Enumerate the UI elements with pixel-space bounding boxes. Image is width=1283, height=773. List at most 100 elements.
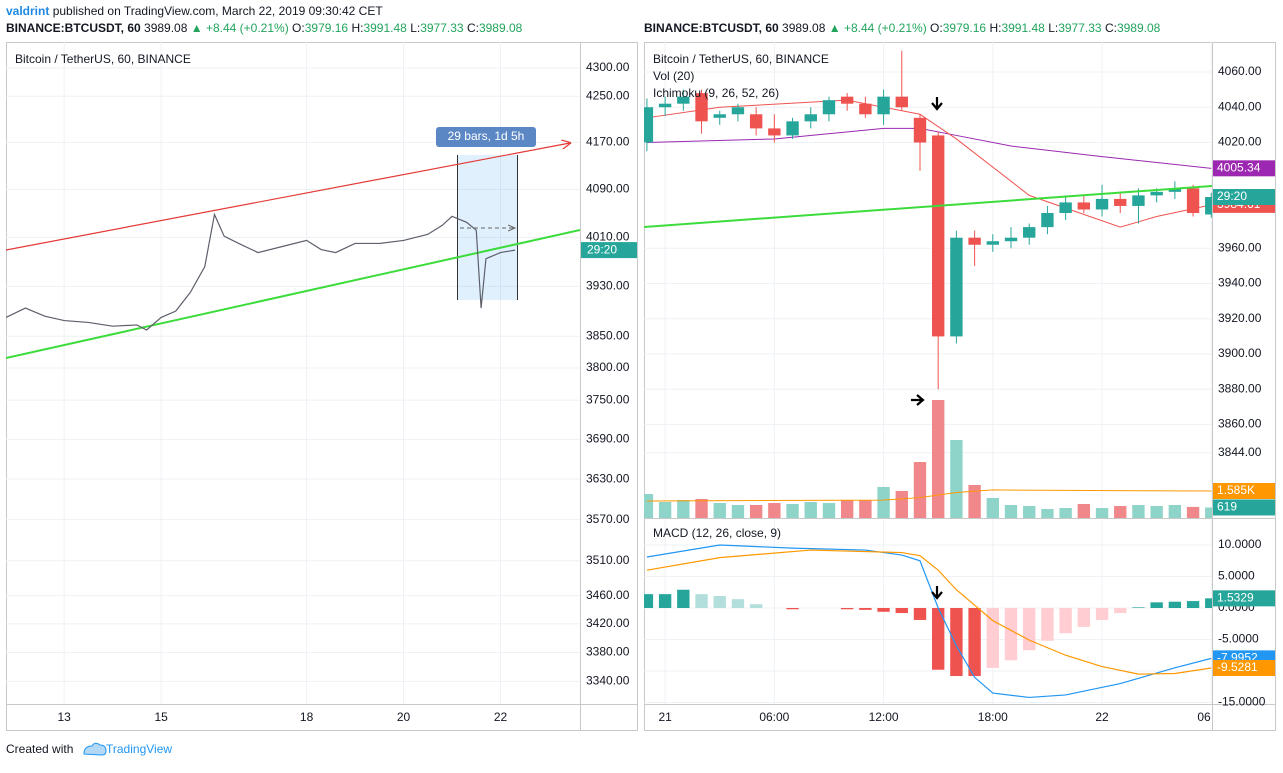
y-tick-label: 3940.00 [1218, 276, 1262, 290]
ohlc-value: 3977.33 [420, 21, 464, 35]
candle-body [950, 237, 963, 337]
candle-body [768, 128, 781, 136]
volume-ma [646, 489, 1212, 502]
symbol: BINANCE:BTCUSDT, 60 [644, 21, 779, 35]
arrow-icon [911, 394, 925, 406]
volume-ma-label: 1.585K [1217, 483, 1255, 497]
signal-line [646, 549, 1212, 675]
arrow-icon [931, 586, 943, 600]
macd-histogram-bar [1004, 608, 1018, 661]
indicator-legend: Ichimoku (9, 26, 52, 26) [653, 86, 779, 100]
candle-body [1077, 202, 1091, 210]
date-range-box [457, 155, 517, 300]
macd-histogram-bar [1132, 607, 1145, 608]
y-tick-label: 3690.00 [586, 432, 630, 446]
y-tick-label: 3900.00 [1218, 346, 1262, 360]
candle-body [968, 237, 981, 245]
x-tick-label: 22 [494, 710, 508, 724]
macd-tick-label: 5.0000 [1218, 569, 1255, 583]
macd-histogram-bar [895, 608, 908, 614]
volume-bar [786, 504, 799, 518]
left-panel-frame [6, 42, 638, 731]
ohlc-value: 3989.08 [479, 21, 523, 35]
trend-line [6, 143, 570, 251]
right-drawings [644, 185, 1212, 228]
y-tick-label: 3880.00 [1218, 381, 1262, 395]
candle-body [1168, 188, 1182, 192]
y-tick-label: 4040.00 [1218, 99, 1262, 113]
candle-body [1205, 196, 1212, 215]
macd-histogram-bar [713, 596, 726, 608]
ohlc-value: 3977.33 [1058, 21, 1102, 35]
ohlc-label: C: [467, 21, 479, 35]
macd-histogram-bar [1114, 608, 1127, 614]
right-grid [644, 42, 1212, 704]
macd-tick-label: -15.0000 [1218, 695, 1266, 709]
volume-bar [877, 487, 890, 518]
last-price: 3989.08 [782, 21, 826, 35]
volume-bar [658, 501, 672, 518]
candle-body [1150, 191, 1163, 196]
change: ▲ +8.44 (+0.21%) [191, 21, 289, 35]
volume-bar [768, 503, 781, 518]
countdown: 29:20 [587, 242, 617, 256]
y-tick-label: 3850.00 [586, 328, 630, 342]
y-tick-label: 3750.00 [586, 392, 630, 406]
ohlc-value: 3979.16 [943, 21, 987, 35]
macd-histogram-bar [1023, 608, 1036, 651]
y-tick-label: 4250.00 [586, 88, 630, 102]
overlay: 4300.00 4250.00 4170.00 4090.00 4010.00 3930.… [15, 52, 1275, 724]
left-drawings [6, 143, 580, 359]
macd-histogram-bar [859, 608, 872, 610]
ohlc-label: H: [989, 21, 1001, 35]
candle-body [840, 96, 854, 104]
quote-line: BINANCE:BTCUSDT, 60 3989.08 ▲ +8.44 (+0.… [644, 21, 1161, 35]
change: ▲ +8.44 (+0.21%) [829, 21, 927, 35]
candle-body [1132, 195, 1145, 206]
candle-body [677, 96, 690, 104]
volume-bar [1041, 509, 1054, 518]
arrow-icon [931, 97, 943, 111]
macd-histogram-bar [731, 599, 745, 608]
last-price: 3989.08 [144, 21, 188, 35]
volume-bar [677, 499, 690, 518]
macd-line [646, 544, 1212, 699]
volume-bar [840, 499, 854, 518]
macd-histogram-bar [1168, 601, 1182, 608]
macd-histogram-bar [950, 608, 963, 677]
candle-body [1186, 188, 1200, 214]
signal-value-label-box [1213, 660, 1275, 677]
volume-bar [1004, 505, 1018, 518]
macd-histogram-bar [658, 594, 672, 608]
macd-tick-label: 10.0000 [1218, 537, 1262, 551]
candle-body [913, 117, 927, 143]
line-value-label-box [1213, 160, 1275, 177]
volume-bar [1168, 505, 1182, 518]
y-tick-label: 3570.00 [586, 512, 630, 526]
macd-histogram-bar [644, 594, 654, 608]
macd-legend: MACD (12, 26, close, 9) [653, 526, 781, 540]
y-tick-label: 3960.00 [1218, 240, 1262, 254]
y-tick-label: 3800.00 [586, 360, 630, 374]
volume-label-box [1213, 499, 1275, 516]
x-tick-label: 15 [154, 710, 168, 724]
x-tick-label: 22 [1095, 710, 1109, 724]
x-tick-label: 21 [658, 710, 672, 724]
ohlc-label: L: [1048, 21, 1058, 35]
ohlc-label: C: [1105, 21, 1117, 35]
ohlc-value: 3991.48 [363, 21, 407, 35]
candle-body [895, 96, 908, 108]
macd-histogram-bar [1059, 608, 1072, 634]
macd-histogram-bar [677, 589, 690, 608]
ohlc-label: H: [351, 21, 363, 35]
y-tick-label: 4170.00 [586, 135, 630, 149]
macd-plot [644, 544, 1212, 699]
candle-body [749, 114, 763, 129]
volume-bar [1077, 504, 1091, 518]
candle-body [1059, 202, 1072, 214]
candle-body [1004, 237, 1018, 242]
candle-body [932, 135, 945, 337]
quote-line: BINANCE:BTCUSDT, 60 3989.08 ▲ +8.44 (+0.… [6, 21, 523, 35]
macd-histogram-bar [786, 608, 799, 610]
